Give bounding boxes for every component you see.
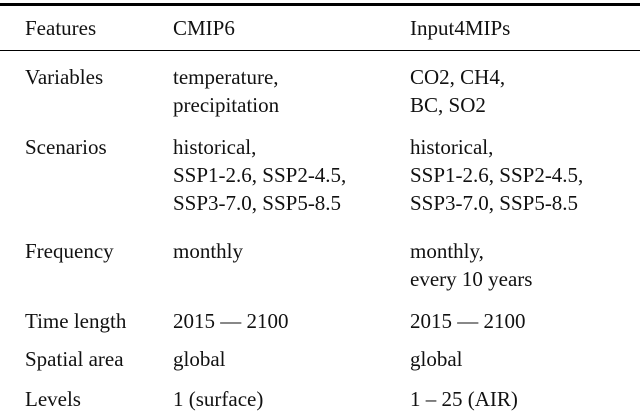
table-row-levels: Levels 1 (surface) 1 – 25 (AIR) [0,379,640,413]
table-header: Features CMIP6 Input4MIPs [0,4,640,51]
table-row-frequency: Frequency monthly monthly, every 10 year… [0,231,640,299]
cell-feature-levels: Levels [25,387,81,411]
cell-input4mips-frequency: monthly, every 10 years [410,239,533,291]
table-row-time-length: Time length 2015 — 2100 2015 — 2100 [0,299,640,339]
table-body: Variables temperature, precipitation CO2… [0,51,640,413]
cell-cmip6-scenarios: historical, SSP1-2.6, SSP2-4.5, SSP3-7.0… [173,135,347,215]
cell-cmip6-levels: 1 (surface) [173,387,264,411]
cell-cmip6-frequency: monthly [173,239,244,263]
column-header-features: Features [0,4,173,51]
table-row-variables: Variables temperature, precipitation CO2… [0,51,640,120]
cell-input4mips-levels: 1 – 25 (AIR) [410,387,518,411]
cell-cmip6-time-length: 2015 — 2100 [173,309,289,333]
cell-input4mips-scenarios: historical, SSP1-2.6, SSP2-4.5, SSP3-7.0… [410,135,584,215]
cell-feature-variables: Variables [25,65,104,89]
cell-input4mips-variables: CO2, CH4, BC, SO2 [410,65,506,117]
cell-cmip6-spatial-area: global [173,347,226,371]
cell-input4mips-time-length: 2015 — 2100 [410,309,526,333]
cell-feature-scenarios: Scenarios [25,135,107,159]
header-row: Features CMIP6 Input4MIPs [0,4,640,51]
table-row-scenarios: Scenarios historical, SSP1-2.6, SSP2-4.5… [0,119,640,231]
cell-cmip6-variables: temperature, precipitation [173,65,280,117]
cell-feature-frequency: Frequency [25,239,114,263]
cell-feature-spatial-area: Spatial area [25,347,124,371]
table-row-spatial-area: Spatial area global global [0,339,640,379]
column-header-cmip6: CMIP6 [173,4,410,51]
cell-input4mips-spatial-area: global [410,347,463,371]
column-header-input4mips: Input4MIPs [410,4,640,51]
comparison-table: Features CMIP6 Input4MIPs Variables temp… [0,3,640,413]
cell-feature-time-length: Time length [25,309,127,333]
